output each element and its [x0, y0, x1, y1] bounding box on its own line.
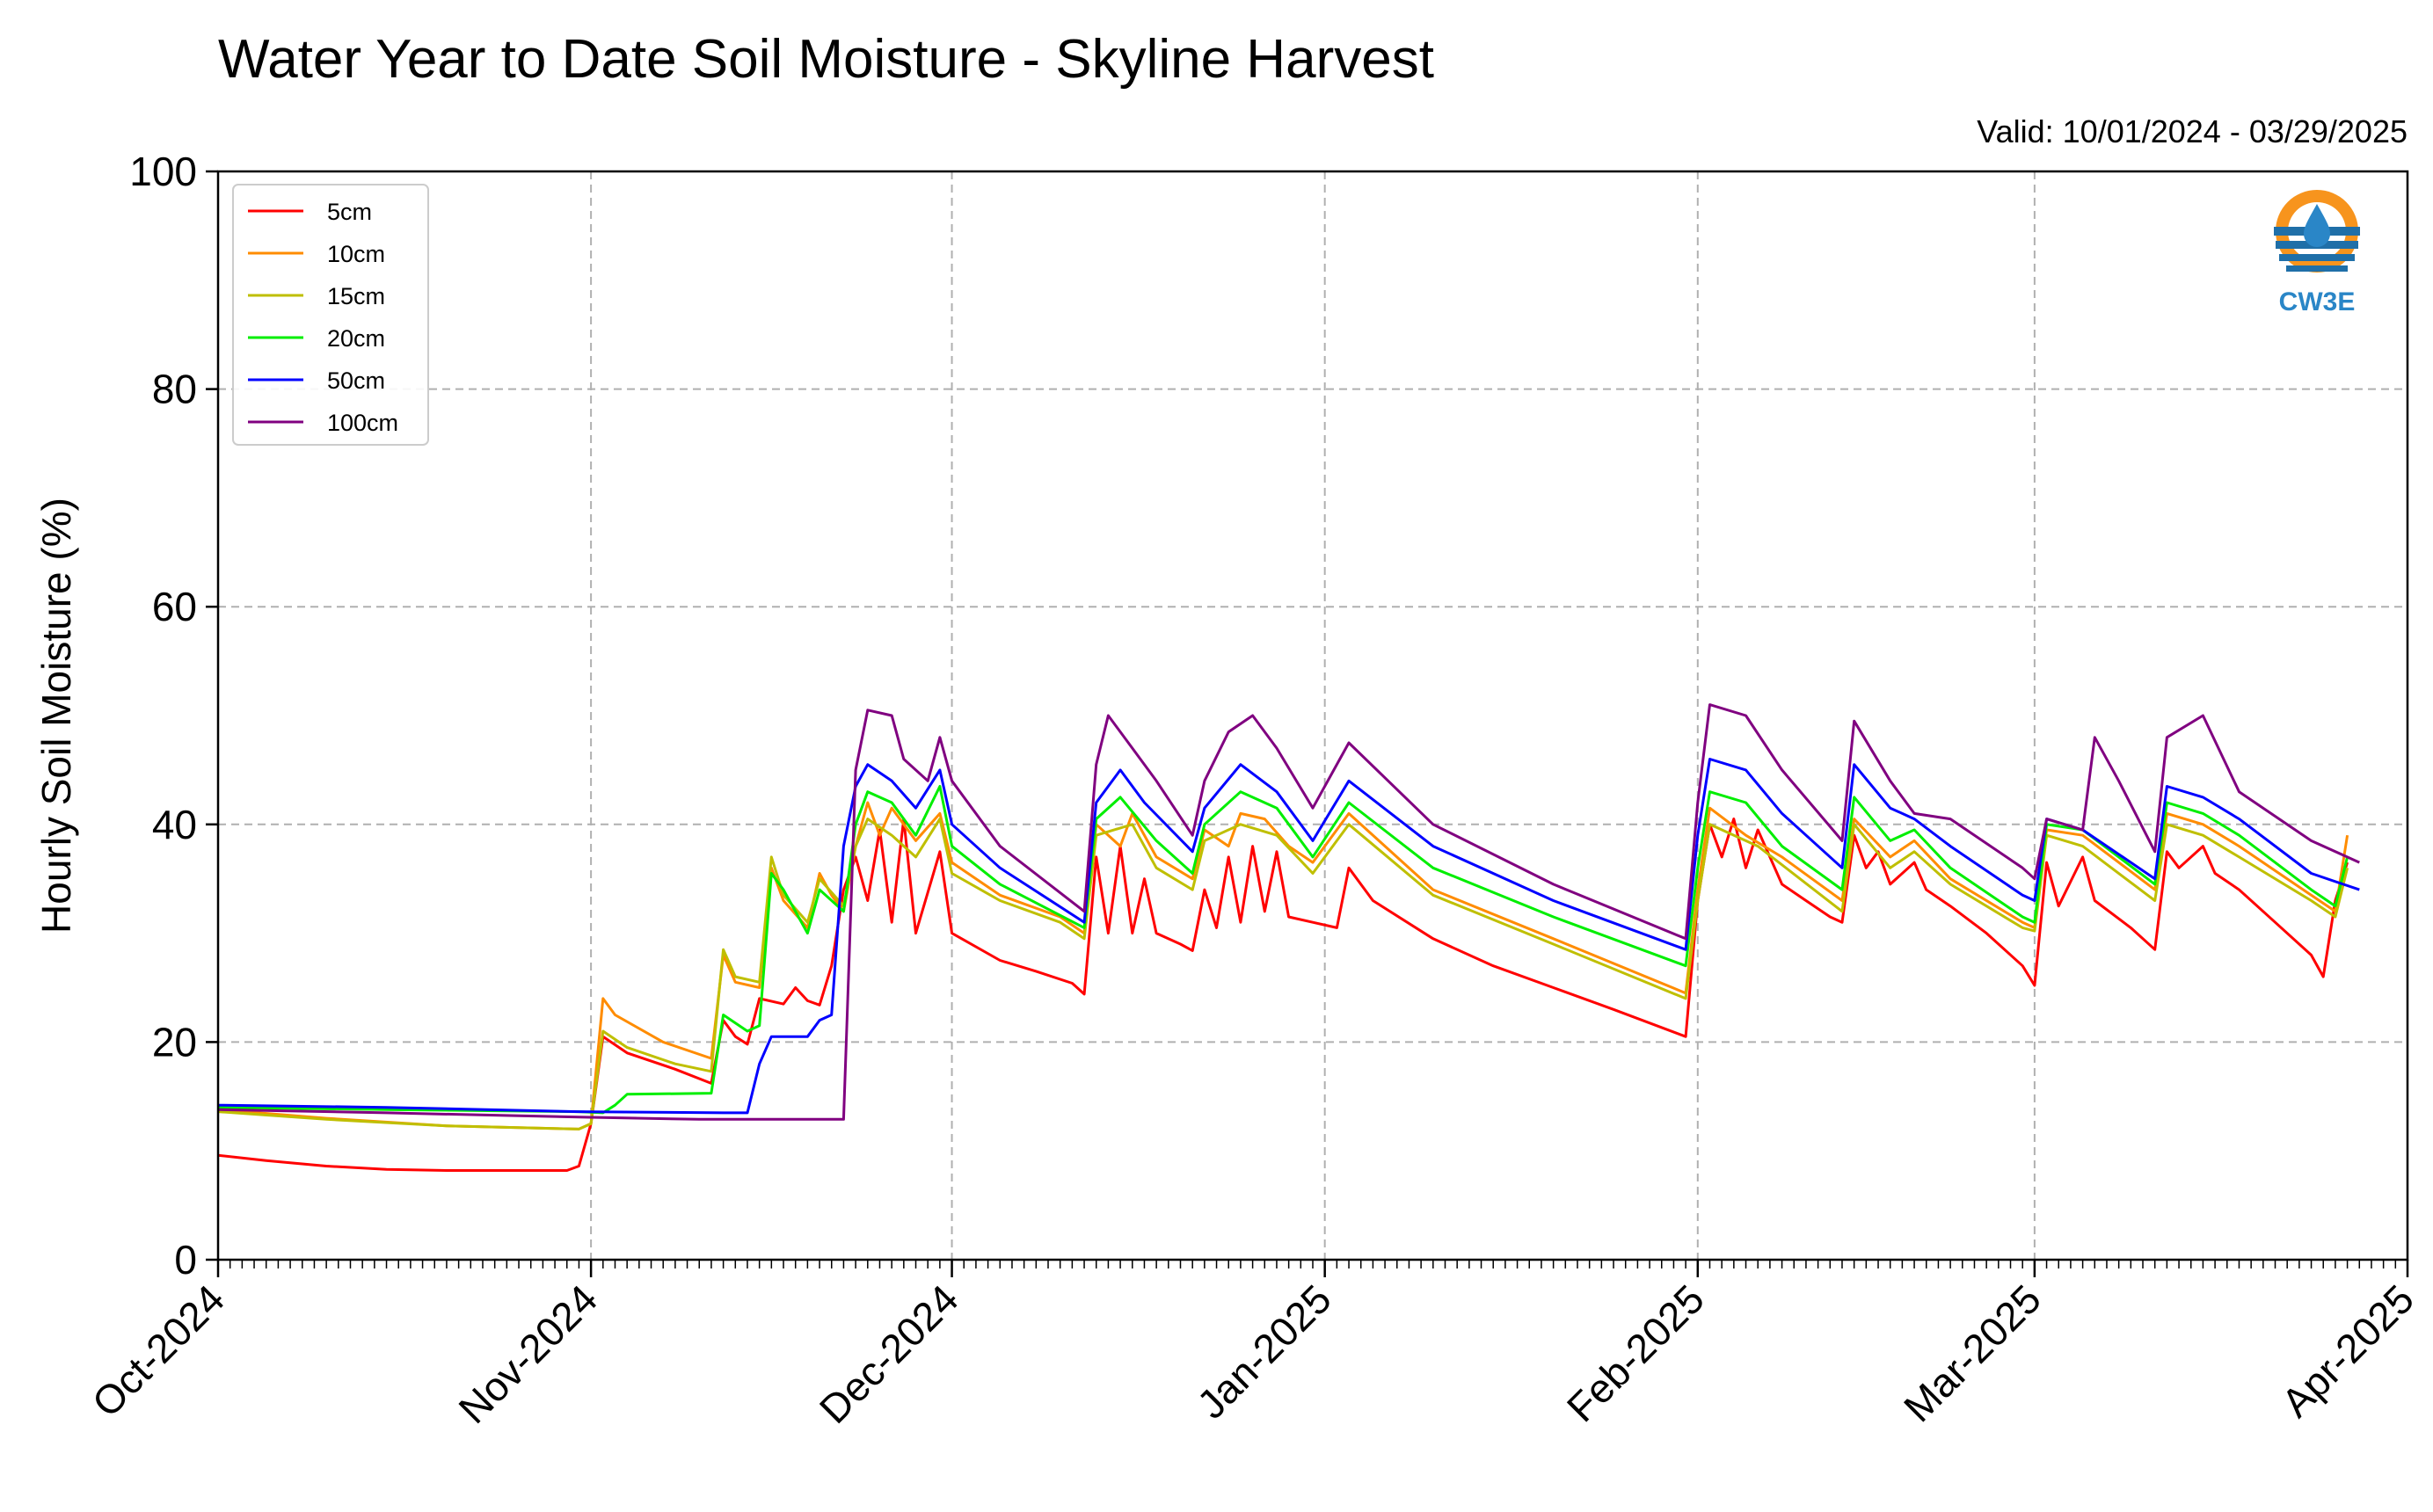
series-line-5cm [217, 818, 2349, 1172]
legend-label-100cm: 100cm [327, 410, 398, 436]
y-axis-label: Hourly Soil Moisture (%) [33, 498, 79, 934]
y-tick-label: 0 [174, 1237, 197, 1283]
y-tick-label: 80 [152, 367, 197, 412]
series-line-50cm [217, 758, 2360, 1115]
legend-label-10cm: 10cm [327, 241, 385, 267]
series-line-100cm [217, 703, 2360, 1121]
legend-label-20cm: 20cm [327, 325, 385, 352]
x-tick-label: Nov-2024 [449, 1276, 606, 1432]
series-line-20cm [217, 785, 2349, 1115]
y-tick-label: 20 [152, 1019, 197, 1065]
x-tick-label: Mar-2025 [1895, 1276, 2050, 1430]
logo-water-drop-icon [2304, 204, 2330, 247]
x-tick-label: Apr-2025 [2272, 1276, 2422, 1426]
legend: 5cm 10cm 15cm 20cm 50cm 100cm [232, 184, 429, 446]
plot-frame [216, 170, 2409, 1261]
series-line-15cm [217, 818, 2349, 1130]
valid-date-range: Valid: 10/01/2024 - 03/29/2025 [1977, 113, 2408, 149]
grid-lines [218, 171, 2408, 1260]
legend-label-50cm: 50cm [327, 367, 385, 394]
x-tick-label: Jan-2025 [1188, 1276, 1339, 1427]
chart-title: Water Year to Date Soil Moisture - Skyli… [218, 29, 1434, 90]
y-tick-label: 40 [152, 802, 197, 847]
y-tick-label: 60 [152, 584, 197, 629]
logo-text: CW3E [2279, 287, 2356, 316]
legend-label-5cm: 5cm [327, 199, 372, 225]
cw3e-logo: CW3E [2274, 190, 2360, 316]
legend-label-15cm: 15cm [327, 283, 385, 309]
x-axis-minor-ticks [217, 1260, 2408, 1268]
x-axis-ticks: Oct-2024 Nov-2024 Dec-2024 Jan-2025 Feb-2025… [84, 1260, 2422, 1432]
x-tick-label: Feb-2025 [1558, 1276, 1713, 1430]
x-tick-label: Dec-2024 [811, 1276, 967, 1432]
x-tick-label: Oct-2024 [84, 1276, 234, 1426]
y-axis-ticks: 0 20 40 60 80 100 [129, 149, 218, 1283]
series-lines [217, 703, 2360, 1172]
y-tick-label: 100 [129, 149, 197, 194]
series-line-10cm [217, 801, 2349, 1130]
